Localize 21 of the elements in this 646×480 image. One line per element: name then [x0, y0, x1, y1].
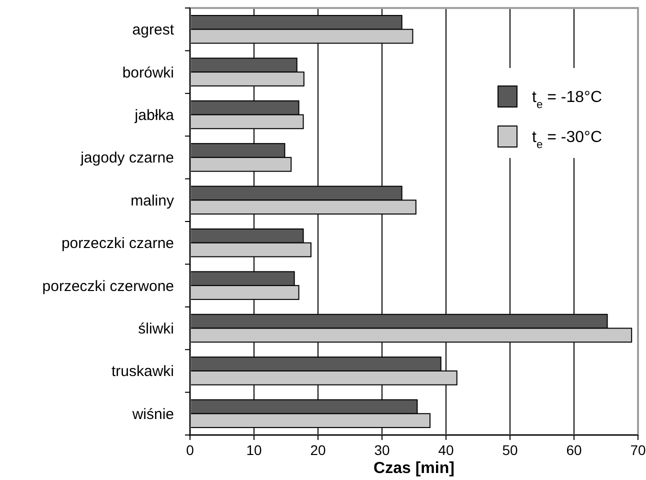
x-tick-label: 0	[186, 442, 194, 458]
y-tick-label: śliwki	[138, 320, 174, 338]
x-tick-label: 50	[502, 442, 518, 458]
x-tick-label: 70	[630, 442, 646, 458]
x-tick-label: 20	[310, 442, 326, 458]
y-tick-label: wiśnie	[131, 406, 174, 423]
x-axis-title: Czas [min]	[374, 460, 454, 477]
legend-label: t$_{e}$ = -18°C	[532, 89, 602, 111]
y-tick-label: maliny	[130, 192, 174, 210]
y-tick-label: truskawki	[111, 363, 174, 380]
y-tick-label: agrest	[132, 22, 175, 39]
y-tick-label: porzeczki czarne	[61, 235, 174, 252]
y-tick-label: porzeczki czerwone	[42, 278, 174, 295]
x-tick-label: 30	[374, 442, 390, 458]
y-tick-label: jagody czarne	[80, 150, 174, 167]
x-tick-label: 60	[566, 442, 582, 458]
x-tick-label: 10	[246, 442, 262, 458]
legend-label: t$_{e}$ = -30°C	[532, 129, 602, 151]
y-tick-label: jabłka	[134, 107, 175, 124]
x-tick-label: 40	[438, 442, 454, 458]
y-tick-label: borówki	[122, 64, 174, 82]
